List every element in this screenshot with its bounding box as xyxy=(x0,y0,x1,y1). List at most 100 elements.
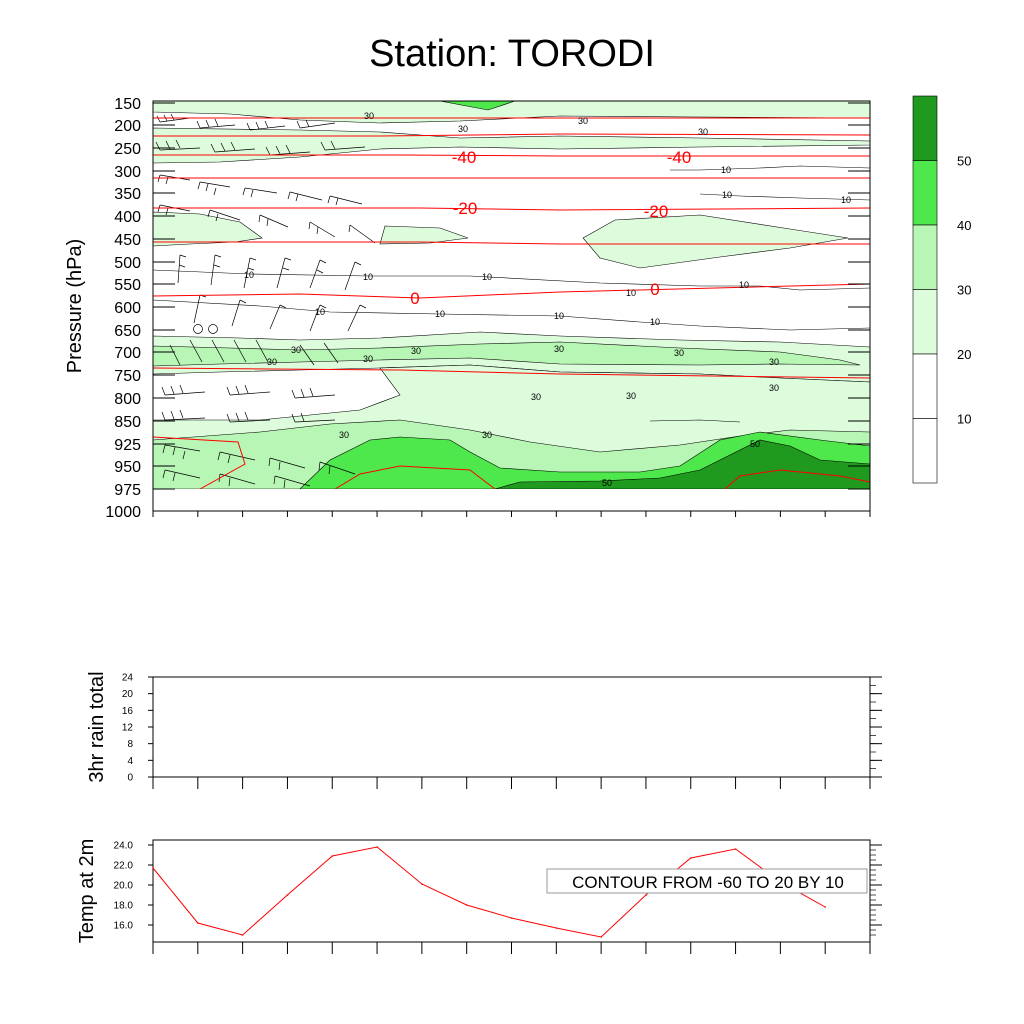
wind-label: 10 xyxy=(841,195,851,205)
t2m-point xyxy=(645,894,647,896)
wind-label: 50 xyxy=(750,439,760,449)
t2m-point xyxy=(197,922,199,924)
wind-label: 30 xyxy=(554,344,564,354)
rain-y-tick-label: 4 xyxy=(127,756,133,767)
wind-label: 10 xyxy=(722,190,732,200)
colorbar-box xyxy=(912,353,938,419)
t2m-point xyxy=(331,855,334,857)
wind-label: 10 xyxy=(721,165,731,175)
t2m-series-line xyxy=(152,846,826,938)
y-axis-label: Pressure (hPa) xyxy=(64,239,86,374)
fill-mid-blob-1 xyxy=(379,225,469,245)
colorbar-label: 30 xyxy=(957,283,971,298)
y-tick-label: 650 xyxy=(114,323,141,340)
t2m-point xyxy=(734,848,737,850)
temp-label: 0 xyxy=(650,280,659,299)
wind-label: 30 xyxy=(291,345,301,355)
temp-label: 0 xyxy=(410,289,419,308)
y-tick-label: 600 xyxy=(114,300,141,317)
y-tick-label: 350 xyxy=(114,186,141,203)
wind-label: 10 xyxy=(244,270,254,280)
t2m-point xyxy=(465,904,468,906)
wind-label: 30 xyxy=(769,383,779,393)
t2m-y-tick-label: 18.0 xyxy=(114,901,134,912)
colorbar: 50 40 30 20 10 xyxy=(912,95,971,484)
y-tick-label: 550 xyxy=(114,277,141,294)
colorbar-label: 40 xyxy=(957,218,971,233)
fill-lower-core xyxy=(494,439,870,489)
wind-label: 30 xyxy=(411,346,421,356)
wind-label: 10 xyxy=(482,272,492,282)
t2m-point xyxy=(241,934,244,936)
y-tick-label: 200 xyxy=(114,118,141,135)
wind-label: 30 xyxy=(769,357,779,367)
cross-section-panel: -40 -40 -20 -20 0 0 30 30 30 30 10 10 10… xyxy=(64,96,871,521)
wind-label: 10 xyxy=(626,288,636,298)
t2m-y-ticks: 24.0 22.0 20.0 18.0 16.0 xyxy=(114,841,882,936)
y-tick-label: 400 xyxy=(114,209,141,226)
wind-label: 30 xyxy=(578,116,588,126)
annotation-box xyxy=(546,868,868,894)
y-tick-label: 700 xyxy=(114,345,141,362)
wind-label: 30 xyxy=(267,357,277,367)
t2m-y-label: Temp at 2m xyxy=(76,839,98,943)
colorbar-box xyxy=(912,160,938,226)
t2m-y-tick-label: 20.0 xyxy=(114,881,134,892)
fill-upper-band xyxy=(153,127,870,164)
temp-label: -20 xyxy=(453,199,478,218)
wind-label: 30 xyxy=(458,124,468,134)
rain-y-label: 3hr rain total xyxy=(86,671,108,782)
wind-label: 30 xyxy=(339,430,349,440)
wind-label: 10 xyxy=(554,311,564,321)
temp-label: -20 xyxy=(644,202,669,221)
rain-y-tick-label: 0 xyxy=(127,773,133,784)
rain-y-tick-label: 24 xyxy=(122,673,134,684)
wind-label: 50 xyxy=(602,478,612,488)
t2m-point xyxy=(600,936,602,938)
y-tick-label: 750 xyxy=(114,368,141,385)
filled-contours xyxy=(153,101,870,489)
rain-x-ticks xyxy=(152,777,871,789)
wind-label: 30 xyxy=(626,391,636,401)
y-tick-label: 150 xyxy=(114,96,141,113)
y-tick-label: 300 xyxy=(114,164,141,181)
colorbar-box xyxy=(912,418,938,484)
t2m-point xyxy=(824,906,826,908)
t2m-point xyxy=(286,894,289,896)
colorbar-label: 10 xyxy=(957,412,971,427)
fill-top-band xyxy=(153,101,870,124)
y-tick-label: 500 xyxy=(114,255,141,272)
t2m-point xyxy=(555,927,558,929)
y-tick-label: 925 xyxy=(114,437,141,454)
fill-top-core xyxy=(439,101,516,111)
colorbar-label: 20 xyxy=(957,347,971,362)
y-tick-label: 850 xyxy=(114,414,141,431)
wind-label: 30 xyxy=(482,430,492,440)
y-axis-ticks: 1502002503003504004505005506006507007508… xyxy=(105,96,870,521)
t2m-y-tick-label: 24.0 xyxy=(114,841,134,852)
y-tick-label: 1000 xyxy=(105,504,141,521)
wind-label: 10 xyxy=(435,309,445,319)
rain-y-ticks: 24 20 16 12 8 4 0 xyxy=(122,673,882,784)
wind-label: 30 xyxy=(531,392,541,402)
fill-left-upper xyxy=(153,211,263,247)
t2m-point xyxy=(510,917,513,919)
t2m-point xyxy=(152,867,154,869)
t2m-point xyxy=(376,846,378,848)
y-tick-label: 800 xyxy=(114,391,141,408)
temperature-contours xyxy=(153,117,870,489)
rain-y-tick-label: 12 xyxy=(122,723,134,734)
t2m-x-ticks xyxy=(152,942,871,954)
wind-label: 10 xyxy=(739,280,749,290)
rain-panel: 24 20 16 12 8 4 0 3hr rain total xyxy=(86,671,882,789)
wind-label: 30 xyxy=(674,348,684,358)
wind-label: 30 xyxy=(364,111,374,121)
fill-mid-blob-2 xyxy=(582,214,849,269)
wind-label: 30 xyxy=(698,127,708,137)
wind-label: 10 xyxy=(363,272,373,282)
contour-labels: -40 -40 -20 -20 0 0 30 30 30 30 10 10 10… xyxy=(244,111,851,488)
temp-label: -40 xyxy=(452,148,477,167)
colorbar-box xyxy=(912,95,938,161)
t2m-panel: 24.0 22.0 20.0 18.0 16.0 CONTOUR FROM -60 TO… xyxy=(76,839,882,954)
